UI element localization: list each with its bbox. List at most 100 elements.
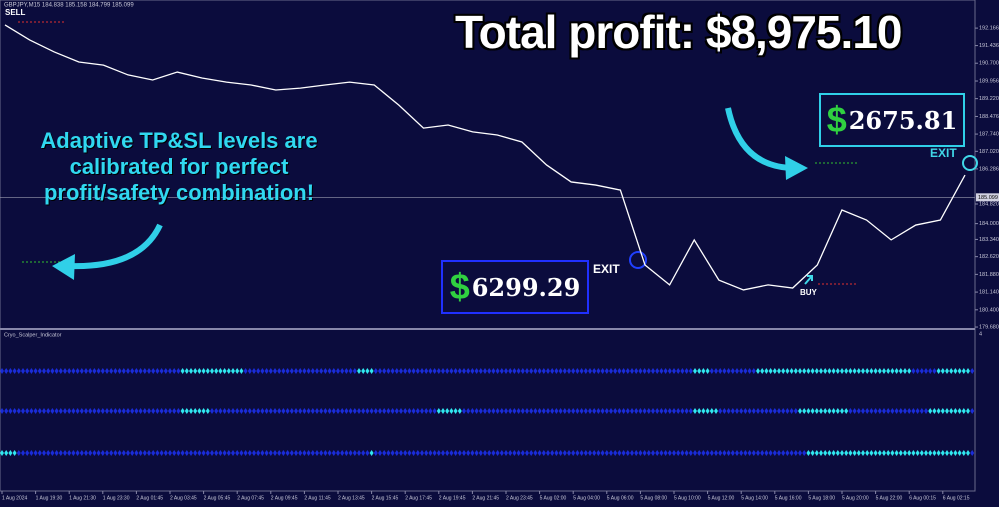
profit-box: $ 6299.29 (441, 260, 589, 314)
signal-dot (856, 368, 861, 374)
signal-dot (730, 368, 735, 374)
signal-dot (172, 368, 177, 374)
signal-dot (508, 408, 513, 414)
signal-dot (701, 450, 706, 456)
arrow (69, 223, 163, 270)
signal-dot (130, 450, 135, 456)
signal-dot (25, 368, 30, 374)
signal-dot (121, 368, 126, 374)
signal-dot (243, 368, 248, 374)
signal-dot (684, 368, 689, 374)
signal-dot (562, 408, 567, 414)
headline: Total profit: $8,975.10 (455, 6, 903, 58)
signal-dot (697, 450, 702, 456)
signal-dot (865, 408, 870, 414)
signal-dot (793, 408, 798, 414)
signal-dot (915, 368, 920, 374)
signal-dot (588, 408, 592, 414)
signal-dot (100, 368, 105, 374)
signal-dot (676, 368, 681, 374)
signal-dot (600, 408, 605, 414)
signal-dot (79, 408, 84, 414)
signal-dot (289, 408, 294, 414)
signal-dot (105, 450, 109, 456)
signal-dot (340, 408, 345, 414)
signal-dot (302, 450, 307, 456)
signal-dot (298, 450, 303, 456)
signal-dot (655, 368, 660, 374)
signal-dot (382, 408, 387, 414)
signal-dot (399, 450, 403, 456)
signal-dot (646, 450, 651, 456)
signal-dot (655, 408, 660, 414)
signal-dot (310, 408, 315, 414)
signal-dot (58, 368, 63, 374)
signal-dot (873, 368, 878, 374)
signal-dot (424, 450, 429, 456)
signal-dot (512, 450, 517, 456)
signal-dot (306, 368, 311, 374)
signal-dot (764, 368, 769, 374)
signal-dot (340, 368, 345, 374)
signal-dot (911, 368, 916, 374)
signal-dot (953, 450, 958, 456)
signal-dot (445, 450, 450, 456)
signal-dot (54, 368, 59, 374)
signal-dot (625, 450, 630, 456)
signal-dot (264, 368, 269, 374)
signal-dot (336, 450, 340, 456)
signal-dot (201, 368, 206, 374)
signal-dot (705, 450, 710, 456)
signal-dot (449, 368, 454, 374)
signal-dot (621, 368, 626, 374)
buy-label: BUY (800, 288, 818, 297)
signal-dot (109, 408, 114, 414)
signal-dot (915, 408, 920, 414)
signal-dot (735, 450, 739, 456)
signal-dot (949, 450, 954, 456)
signal-dot (151, 368, 156, 374)
signal-dot (844, 368, 849, 374)
signal-dot (218, 408, 223, 414)
signal-dot (751, 450, 756, 456)
signal-dot (533, 450, 538, 456)
signal-dot (798, 408, 802, 414)
signal-dot (365, 450, 370, 456)
signal-dot (663, 408, 668, 414)
x-tick-label: 5 Aug 12:00 (708, 495, 735, 501)
signal-dot (609, 368, 613, 374)
signal-dot (722, 408, 727, 414)
x-tick-label: 5 Aug 18:00 (808, 495, 835, 501)
signal-dot (462, 408, 466, 414)
signal-dot (273, 450, 277, 456)
signal-dot (932, 368, 937, 374)
signal-dot (945, 368, 949, 374)
signal-dot (613, 408, 618, 414)
signal-dot (919, 408, 924, 414)
signal-dot (92, 368, 97, 374)
signal-dot (894, 368, 899, 374)
signal-dot (487, 408, 492, 414)
y-tick-label: 188.476 (979, 114, 999, 120)
signal-dot (709, 450, 714, 456)
signal-dot (222, 368, 227, 374)
x-tick-label: 5 Aug 22:00 (876, 495, 903, 501)
signal-dot (16, 368, 21, 374)
signal-dot (71, 368, 76, 374)
signal-dot (693, 450, 697, 456)
signal-dot (163, 408, 168, 414)
signal-dot (138, 368, 143, 374)
signal-dot (197, 368, 202, 374)
y-tick-label: 180.400 (979, 307, 999, 313)
signal-dot (504, 408, 508, 414)
signal-dot (331, 408, 336, 414)
signal-dot (21, 368, 25, 374)
signal-dot (575, 368, 580, 374)
signal-dot (239, 408, 244, 414)
signal-dot (760, 408, 765, 414)
signal-dot (772, 450, 777, 456)
signal-dot (768, 368, 773, 374)
exit-circle (629, 251, 647, 269)
signal-dot (453, 368, 458, 374)
signal-dot (33, 368, 38, 374)
